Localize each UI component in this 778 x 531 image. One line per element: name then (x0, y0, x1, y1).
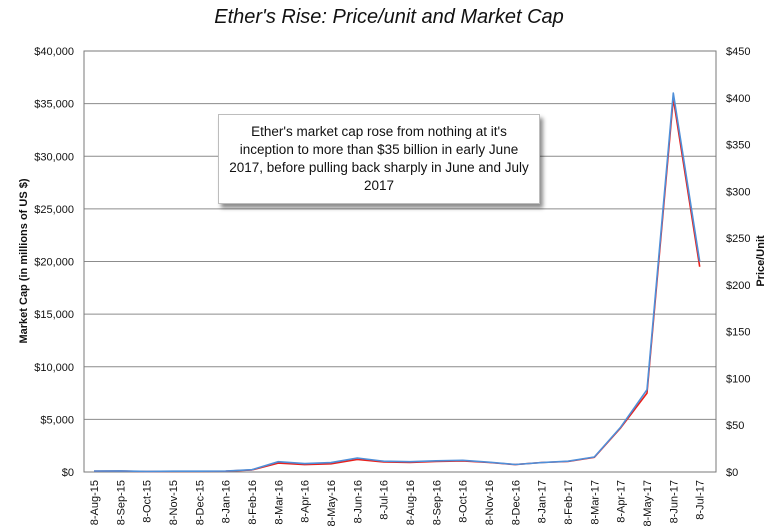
x-tick-label: 8-Apr-17 (616, 480, 628, 523)
right-axis-ticks: $0 $50 $100 $150 $200 $250 $300 $350 $400 $450 (726, 46, 750, 479)
x-tick-label: 8-May-16 (326, 480, 338, 526)
x-tick-label: 8-Jun-17 (668, 480, 680, 523)
left-tick-label: $20,000 (34, 257, 74, 269)
x-tick-label: 8-Jan-17 (537, 480, 549, 523)
x-tick-label: 8-Sep-15 (115, 480, 127, 525)
x-tick-label: 8-Jul-16 (379, 480, 391, 520)
left-axis-ticks: $0 $5,000 $10,000 $15,000 $20,000 $25,000 $30,… (34, 46, 74, 479)
right-tick-label: $300 (726, 186, 750, 198)
x-tick-label: 8-Dec-16 (510, 480, 522, 525)
series-lines (93, 92, 701, 473)
right-axis-title: Price/Unit (755, 235, 767, 287)
x-tick-label: 8-Sep-16 (431, 480, 443, 525)
right-tick-label: $350 (726, 140, 750, 152)
x-axis-ticks: 8-Aug-15 8-Sep-15 8-Oct-15 8-Nov-15 8-Dec-15… (89, 480, 707, 526)
right-tick-label: $250 (726, 233, 750, 245)
left-tick-label: $35,000 (34, 99, 74, 111)
left-tick-label: $5,000 (40, 414, 74, 426)
x-tick-label: 8-Oct-15 (142, 480, 154, 523)
plot-frame (83, 50, 717, 473)
right-tick-label: $200 (726, 280, 750, 292)
x-tick-label: 8-May-17 (642, 480, 654, 526)
x-tick-label: 8-Nov-16 (484, 480, 496, 525)
left-axis-title: Market Cap (in millions of US $) (18, 178, 30, 343)
x-tick-label: 8-Jan-16 (221, 480, 233, 523)
annotation-callout: Ether's market cap rose from nothing at … (218, 114, 540, 204)
series-line-2 (93, 92, 701, 473)
x-tick-label: 8-Aug-16 (405, 480, 417, 525)
x-tick-label: 8-Jul-17 (695, 480, 707, 520)
left-tick-label: $25,000 (34, 204, 74, 216)
chart-title: Ether's Rise: Price/unit and Market Cap (214, 6, 564, 28)
left-tick-label: $10,000 (34, 362, 74, 374)
x-tick-label: 8-Apr-16 (300, 480, 312, 523)
x-tick-label: 8-Oct-16 (458, 480, 470, 523)
x-tick-label: 8-Mar-17 (589, 480, 601, 525)
x-tick-label: 8-Feb-16 (247, 480, 259, 525)
right-tick-label: $0 (726, 467, 738, 479)
left-tick-label: $30,000 (34, 151, 74, 163)
right-tick-label: $100 (726, 373, 750, 385)
x-tick-label: 8-Jun-16 (352, 480, 364, 523)
left-tick-label: $40,000 (34, 46, 74, 58)
x-tick-label: 8-Dec-15 (194, 480, 206, 525)
left-tick-label: $0 (62, 467, 74, 479)
x-tick-label: 8-Nov-15 (168, 480, 180, 525)
right-tick-label: $50 (726, 420, 744, 432)
right-tick-label: $450 (726, 46, 750, 58)
x-tick-label: 8-Feb-17 (563, 480, 575, 525)
x-tick-label: 8-Aug-15 (89, 480, 101, 525)
left-tick-label: $15,000 (34, 309, 74, 321)
right-tick-label: $400 (726, 93, 750, 105)
right-tick-label: $150 (726, 327, 750, 339)
x-tick-label: 8-Mar-16 (273, 480, 285, 525)
